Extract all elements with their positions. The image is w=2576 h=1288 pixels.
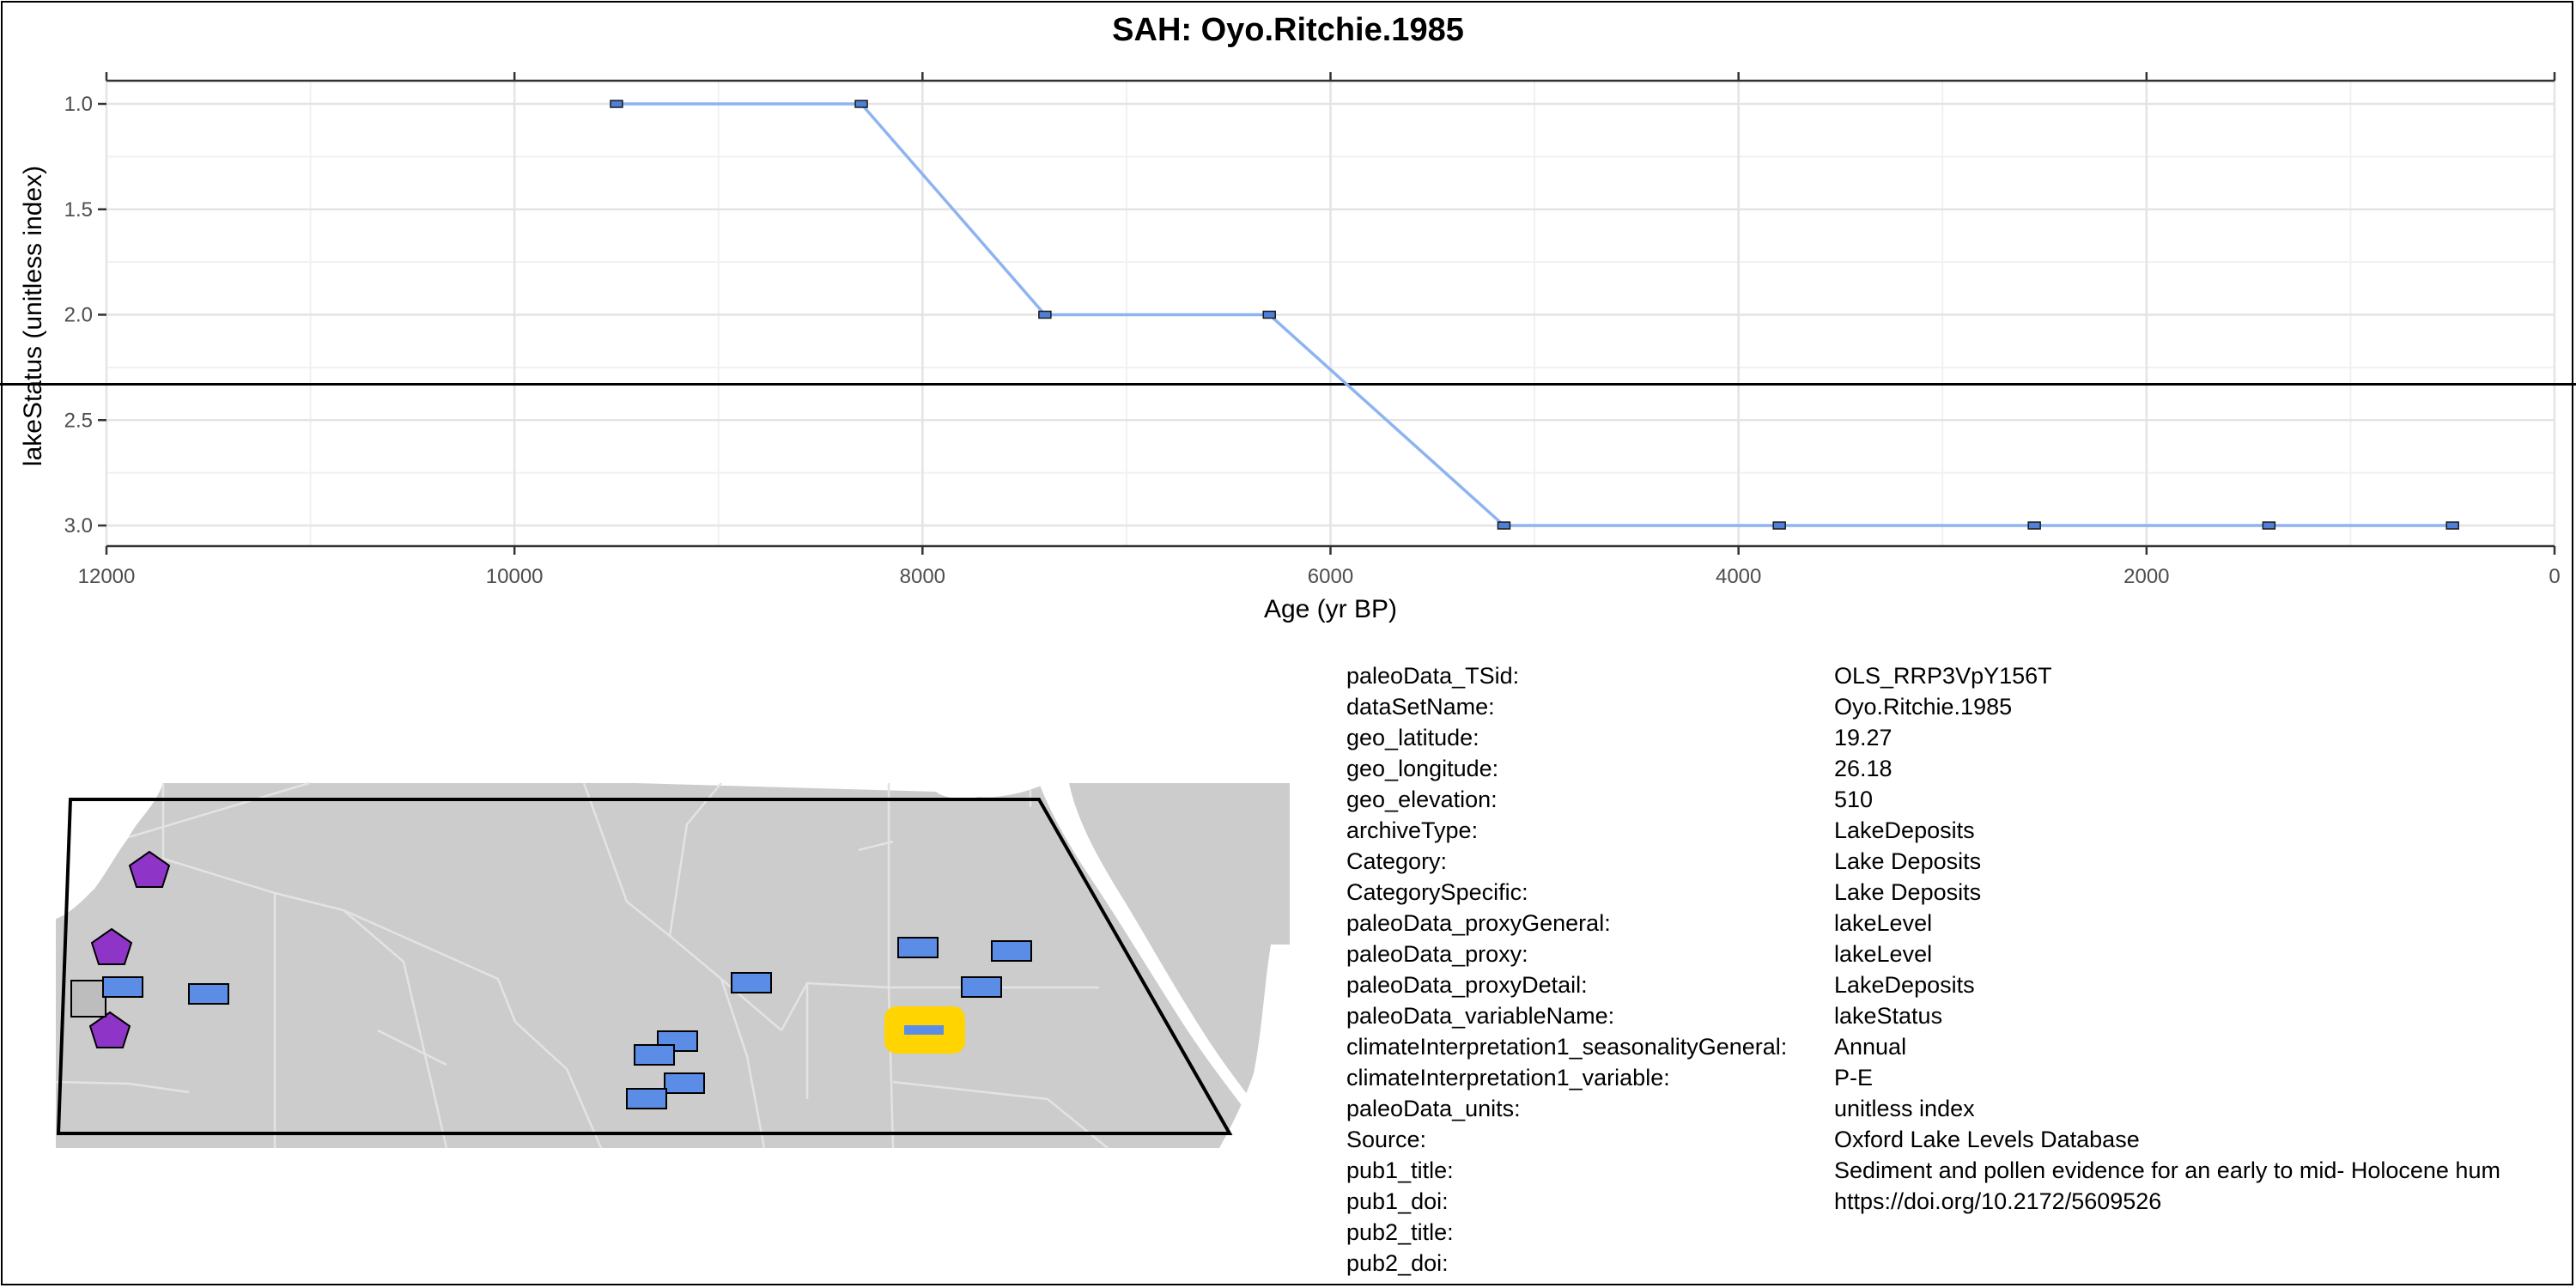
site-map [55, 781, 1290, 1149]
metadata-value: Sediment and pollen evidence for an earl… [1834, 1157, 2500, 1183]
metadata-key: Category: [1346, 848, 1448, 874]
metadata-value: 26.18 [1834, 756, 1893, 781]
metadata-key: dataSetName: [1346, 694, 1495, 720]
other-site-marker [90, 927, 133, 965]
map-water-red-sea [1039, 783, 1258, 1112]
metadata-value: 510 [1834, 787, 1874, 812]
metadata-value: Annual [1834, 1034, 1907, 1060]
metadata-value: Lake Deposits [1834, 879, 1982, 905]
chart-title: SAH: Oyo.Ritchie.1985 [1112, 12, 1464, 48]
x-tick-label: 4000 [1716, 565, 1761, 588]
metadata-value: LakeDeposits [1834, 817, 1975, 843]
metadata-key: paleoData_proxy: [1346, 941, 1528, 967]
metadata-key: climateInterpretation1_seasonalityGenera… [1346, 1034, 1788, 1060]
metadata-key: pub2_doi: [1346, 1250, 1449, 1276]
metadata-value: lakeLevel [1834, 941, 1933, 967]
y-tick-label: 1.5 [64, 198, 93, 222]
data-point [610, 100, 623, 108]
lake-site-marker [897, 937, 939, 958]
data-point [2445, 521, 2459, 530]
lake-site-marker [664, 1072, 705, 1094]
x-tick-label: 8000 [900, 565, 945, 588]
data-point [1497, 521, 1511, 530]
metadata-value: lakeLevel [1834, 910, 1933, 936]
x-tick-label: 6000 [1308, 565, 1353, 588]
metadata-key: archiveType: [1346, 817, 1479, 843]
data-point [1262, 310, 1276, 319]
map-water-atlantic [56, 783, 163, 919]
data-point [2027, 521, 2041, 530]
metadata-key: pub2_title: [1346, 1219, 1454, 1245]
metadata-value: OLS_RRP3VpY156T [1834, 663, 2052, 689]
metadata-key: CategorySpecific: [1346, 879, 1528, 905]
metadata-key: Source: [1346, 1127, 1427, 1152]
metadata-key: pub1_title: [1346, 1157, 1454, 1183]
x-tick-label: 2000 [2123, 565, 2169, 588]
metadata-key: paleoData_variableName: [1346, 1003, 1615, 1029]
data-point [2262, 521, 2276, 530]
map-water-east [1219, 945, 1290, 1148]
study-region-outline [56, 798, 1233, 1135]
metadata-value: lakeStatus [1834, 1003, 1943, 1029]
y-tick-label: 2.5 [64, 409, 93, 432]
map-water-mediterranean [635, 783, 1048, 799]
metadata-key: geo_longitude: [1346, 756, 1499, 781]
metadata-key: geo_elevation: [1346, 787, 1498, 812]
y-tick-label: 1.0 [64, 93, 93, 116]
time-series-chart: 12000 10000 8000 6000 4000 2000 0 1.0 1.5 2.0 2.5 3… [0, 72, 2576, 623]
lake-site-marker [991, 940, 1032, 962]
lake-site-marker [634, 1044, 675, 1066]
data-point [1772, 521, 1786, 530]
data-point [854, 100, 868, 108]
lake-site-marker [626, 1088, 667, 1109]
metadata-value: P-E [1834, 1065, 1874, 1091]
other-site-marker [70, 980, 106, 1018]
metadata-value: Oxford Lake Levels Database [1834, 1127, 2140, 1152]
metadata-key: paleoData_proxyDetail: [1346, 972, 1588, 998]
lake-site-marker [188, 983, 229, 1005]
x-tick-label: 10000 [486, 565, 544, 588]
highlighted-site-marker [904, 1025, 944, 1035]
metadata-key: climateInterpretation1_variable: [1346, 1065, 1670, 1091]
y-tick-label: 3.0 [64, 514, 93, 538]
metadata-value: unitless index [1834, 1096, 1975, 1121]
other-site-marker [128, 850, 171, 888]
metadata-key: pub1_doi: [1346, 1188, 1449, 1214]
metadata-key: paleoData_units: [1346, 1096, 1521, 1121]
metadata-value: Oyo.Ritchie.1985 [1834, 694, 2013, 720]
metadata-value: LakeDeposits [1834, 972, 1975, 998]
y-tick-label: 2.0 [64, 304, 93, 327]
data-point [1038, 310, 1052, 319]
metadata-value: Lake Deposits [1834, 848, 1982, 874]
lake-site-marker [102, 976, 143, 998]
metadata-key: paleoData_proxyGeneral: [1346, 910, 1611, 936]
x-tick-label: 12000 [78, 565, 136, 588]
x-tick-label: 0 [2549, 565, 2560, 588]
metadata-key: geo_latitude: [1346, 725, 1479, 750]
y-axis-label: lakeStatus (unitless index) [19, 166, 47, 466]
lake-site-marker [961, 976, 1002, 998]
metadata-value: https://doi.org/10.2172/5609526 [1834, 1188, 2162, 1214]
metadata-key: paleoData_TSid: [1346, 663, 1520, 689]
other-site-marker [88, 1011, 131, 1048]
lake-site-marker [731, 972, 772, 993]
x-axis-label: Age (yr BP) [1264, 595, 1397, 623]
metadata-value: 19.27 [1834, 725, 1893, 750]
